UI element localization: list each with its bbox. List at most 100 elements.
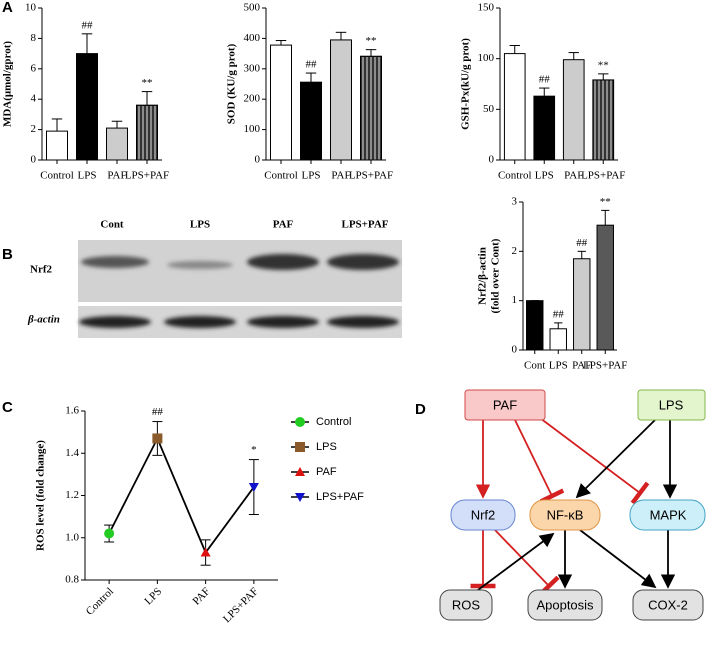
x-tick-label: Control: [40, 170, 74, 182]
x-tick-label: PAF: [190, 585, 212, 607]
node-box: [439, 589, 493, 621]
node-label: COX-2: [648, 597, 688, 612]
inhibition: [539, 417, 650, 505]
pathway-diagram: [470, 417, 678, 597]
panel-label: B: [2, 246, 13, 263]
band: [79, 316, 151, 328]
panel-label: A: [2, 0, 13, 16]
y-tick-label: 1.0: [65, 531, 79, 543]
bar: [330, 39, 352, 161]
bar: [526, 300, 544, 351]
y-tick-label: 8: [31, 32, 37, 44]
lane-label: LPS+PAF: [341, 219, 388, 231]
y-tick-label: 100: [478, 52, 495, 64]
y-axis-label: SOD (KU/g prot): [226, 43, 238, 124]
bar: [596, 224, 614, 351]
y-tick-label: 0: [255, 154, 261, 166]
y-tick-label: 150: [478, 2, 495, 14]
node-box: [450, 499, 516, 531]
y-tick-label: 200: [244, 93, 261, 105]
x-tick-label: LPS+PAF: [221, 585, 261, 625]
y-tick-label: 1: [512, 294, 518, 306]
node-box: [529, 499, 601, 531]
y-tick-label: 6: [31, 62, 37, 74]
bar: [533, 95, 556, 161]
band: [327, 316, 399, 328]
x-tick-label: LPS: [142, 585, 164, 607]
y-axis-label: GSH-Px(kU/g prot): [460, 38, 472, 130]
y-tick-label: 4: [31, 93, 37, 105]
significance-label: ##: [539, 74, 551, 86]
y-tick-label: 1.6: [65, 405, 79, 417]
x-tick-label: LPS+PAF: [581, 170, 625, 182]
significance-label: ##: [152, 406, 164, 418]
arrow: [579, 529, 657, 589]
bar: [76, 53, 98, 161]
row-label: Nrf2: [30, 264, 52, 276]
bar: [106, 127, 128, 161]
y-tick-label: 2: [31, 123, 37, 135]
legend-label: PAF: [316, 466, 337, 478]
blot: Cont LPS PAF LPS+PAF Nrf2 β-actin: [27, 219, 402, 338]
y-tick-label: 0: [31, 154, 37, 166]
legend-label: LPS+PAF: [316, 491, 364, 503]
lane-label: LPS: [190, 219, 210, 231]
y-tick-label: 3: [512, 196, 518, 208]
x-tick-label: Control: [84, 585, 116, 617]
bar: [562, 59, 585, 161]
point: [104, 528, 115, 539]
significance-label: **: [366, 35, 377, 47]
bar: [549, 328, 567, 351]
legend-marker: [295, 467, 305, 476]
legend-marker: [295, 442, 305, 452]
node-label: ROS: [452, 597, 481, 612]
significance-label: **: [600, 196, 611, 208]
x-tick-label: LPS: [302, 170, 321, 182]
y-tick-label: 0: [512, 344, 518, 356]
y-tick-label: 1.2: [65, 489, 79, 501]
x-tick-label: LPS: [78, 170, 97, 182]
node-box: [464, 389, 546, 421]
significance-label: **: [142, 77, 153, 89]
panel-label: D: [415, 401, 426, 418]
y-axis-label: MDA(μmol/gprot): [2, 41, 14, 127]
significance-label: ##: [82, 19, 94, 31]
lane-label: Cont: [100, 219, 124, 231]
y-tick-label: 1.4: [65, 447, 79, 459]
band: [167, 261, 233, 269]
y-tick-label: 100: [244, 123, 261, 135]
x-tick-label: LPS+PAF: [583, 360, 627, 372]
lane-label: PAF: [273, 219, 294, 231]
node-label: LPS: [659, 397, 684, 412]
line: [108, 436, 255, 555]
y-tick-label: 0.8: [65, 574, 79, 586]
x-tick-label: LPS+PAF: [349, 170, 393, 182]
bar-hatch: [360, 55, 382, 161]
y-tick-label: 2: [512, 245, 518, 257]
point: [200, 547, 211, 557]
significance-label: **: [598, 59, 609, 71]
bar: [573, 258, 591, 351]
node-label: PAF: [493, 397, 517, 412]
legend-marker: [295, 417, 305, 427]
legend-label: Control: [316, 416, 351, 428]
row-label: β-actin: [27, 314, 60, 326]
node-label: Apoptosis: [536, 597, 594, 612]
bar: [300, 81, 322, 161]
bar: [270, 44, 292, 161]
x-tick-label: PAF: [107, 170, 126, 182]
nodes: PAF LPS Nrf2 NF-κB MAPK ROS Apoptosis CO…: [439, 389, 706, 621]
x-tick-label: Cont: [524, 360, 545, 372]
y-axis-label: Nrf2/β-actin: [477, 247, 489, 305]
node-label: Nrf2: [471, 507, 496, 522]
y-tick-label: 0: [489, 154, 495, 166]
x-tick-label: PAF: [564, 170, 583, 182]
band: [327, 254, 399, 270]
y-axis-label: (fold over Cont): [490, 238, 502, 313]
x-tick-label: PAF: [331, 170, 350, 182]
significance-label: ##: [306, 59, 318, 71]
x-tick-label: LPS: [549, 360, 568, 372]
y-tick-label: 500: [244, 2, 261, 14]
node-box: [629, 499, 706, 531]
band: [247, 316, 319, 328]
